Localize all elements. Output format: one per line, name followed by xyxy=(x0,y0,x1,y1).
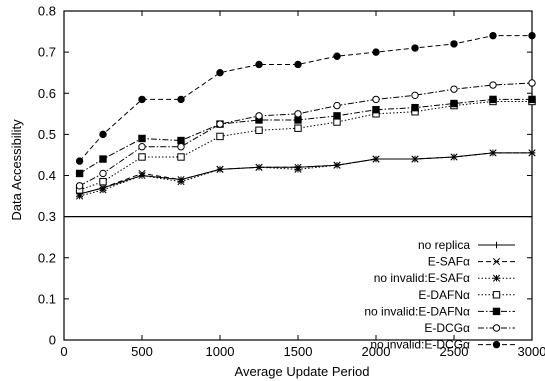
data-point xyxy=(217,121,223,127)
data-point xyxy=(412,92,418,98)
data-point xyxy=(100,156,106,162)
data-point xyxy=(256,61,262,67)
legend-label: E-DAFNα xyxy=(418,288,470,302)
data-point xyxy=(76,170,82,176)
legend-marker xyxy=(493,308,499,314)
x-tick-label: 0 xyxy=(60,344,67,359)
data-point xyxy=(295,61,301,67)
y-axis-title: Data Accessibility xyxy=(9,119,24,221)
data-point xyxy=(295,125,301,131)
data-point xyxy=(412,104,418,110)
data-point xyxy=(256,113,262,119)
data-point xyxy=(373,107,379,113)
data-point xyxy=(100,131,106,137)
data-point xyxy=(451,86,457,92)
legend-label: no invalid:E-DCGα xyxy=(370,338,470,352)
y-tick-label: 0.1 xyxy=(38,291,56,306)
data-point xyxy=(139,144,145,150)
data-point xyxy=(100,170,106,176)
data-point xyxy=(529,80,535,86)
y-tick-label: 0.6 xyxy=(38,86,56,101)
data-point xyxy=(295,166,301,172)
legend-marker xyxy=(493,325,499,331)
data-point xyxy=(295,117,301,123)
data-point xyxy=(373,49,379,55)
data-point xyxy=(217,133,223,139)
data-point xyxy=(373,96,379,102)
y-tick-label: 0.3 xyxy=(38,209,56,224)
data-point xyxy=(451,100,457,106)
legend-label: E-SAFα xyxy=(428,255,470,269)
data-point xyxy=(256,164,262,170)
legend-label: no invalid:E-SAFα xyxy=(374,271,470,285)
data-point xyxy=(178,144,184,150)
data-point xyxy=(256,127,262,133)
data-point xyxy=(334,119,340,125)
legend-label: no invalid:E-DAFNα xyxy=(364,304,470,318)
data-point xyxy=(334,53,340,59)
series-line-6 xyxy=(80,36,532,161)
legend-label: no replica xyxy=(418,238,470,252)
data-point xyxy=(529,32,535,38)
data-point xyxy=(76,183,82,189)
data-point xyxy=(217,69,223,75)
data-point xyxy=(100,187,106,193)
legend: no replica E-SAFα no invalid:E-SAFα E-DAFNα… xyxy=(364,238,515,352)
legend-marker xyxy=(493,341,499,347)
data-point xyxy=(490,150,496,156)
data-point xyxy=(178,154,184,160)
series-line-5 xyxy=(80,83,532,186)
plot-series xyxy=(76,32,535,199)
data-point xyxy=(76,193,82,199)
data-point xyxy=(139,154,145,160)
data-point xyxy=(490,82,496,88)
series-line-1 xyxy=(80,153,532,194)
data-point xyxy=(412,45,418,51)
series-line-2 xyxy=(80,153,532,196)
x-tick-label: 500 xyxy=(131,344,153,359)
series-line-0 xyxy=(80,153,532,194)
y-tick-label: 0.2 xyxy=(38,250,56,265)
data-point xyxy=(100,178,106,184)
data-point xyxy=(451,154,457,160)
data-point xyxy=(373,156,379,162)
data-point xyxy=(529,96,535,102)
data-point xyxy=(139,135,145,141)
y-tick-label: 0.5 xyxy=(38,127,56,142)
data-point xyxy=(217,166,223,172)
data-point xyxy=(295,111,301,117)
y-tick-label: 0.8 xyxy=(38,4,56,19)
legend-marker xyxy=(493,275,499,281)
data-point xyxy=(178,178,184,184)
legend-marker xyxy=(493,292,499,298)
data-point xyxy=(529,150,535,156)
series-line-4 xyxy=(80,99,532,173)
data-point xyxy=(412,156,418,162)
legend-marker xyxy=(493,242,499,248)
y-tick-label: 0.4 xyxy=(38,168,56,183)
y-tick-label: 0 xyxy=(49,333,56,348)
data-point xyxy=(451,41,457,47)
legend-label: E-DCGα xyxy=(424,321,470,335)
data-point xyxy=(178,96,184,102)
x-tick-label: 3000 xyxy=(518,344,545,359)
x-tick-label: 1000 xyxy=(206,344,235,359)
data-point xyxy=(139,172,145,178)
x-axis-title: Average Update Period xyxy=(235,364,370,379)
x-tick-label: 1500 xyxy=(284,344,313,359)
data-point xyxy=(139,96,145,102)
y-tick-label: 0.7 xyxy=(38,45,56,60)
data-point xyxy=(334,102,340,108)
data-point xyxy=(490,32,496,38)
data-point xyxy=(76,158,82,164)
data-point xyxy=(334,113,340,119)
data-point xyxy=(334,162,340,168)
data-point xyxy=(490,96,496,102)
data-point xyxy=(178,137,184,143)
